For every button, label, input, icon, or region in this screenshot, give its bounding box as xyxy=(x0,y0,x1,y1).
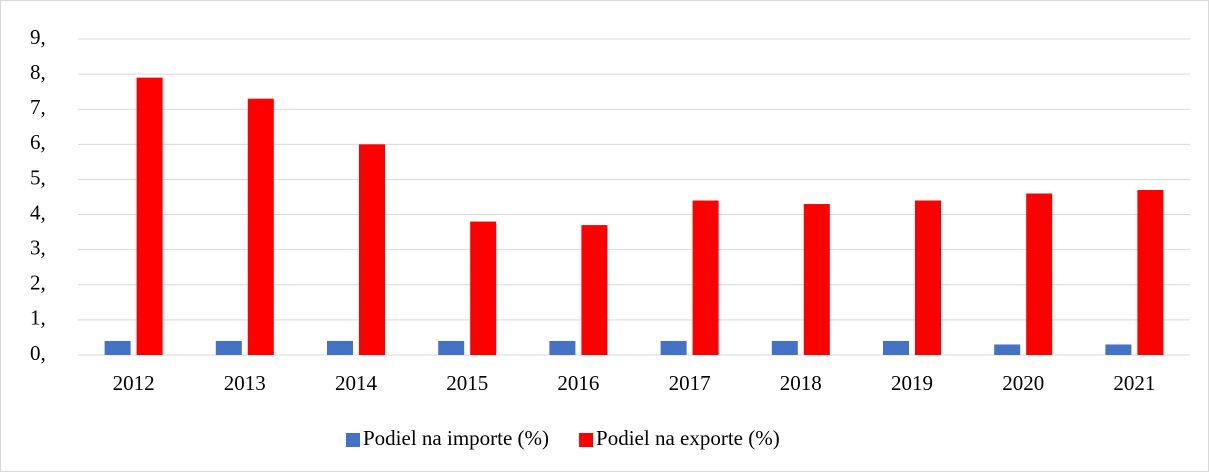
legend-label: Podiel na importe (%) xyxy=(363,426,549,450)
bar xyxy=(327,340,353,355)
x-tick-label: 2020 xyxy=(1002,371,1044,395)
y-tick-label: 1, xyxy=(30,306,46,330)
bar xyxy=(247,98,274,355)
x-tick-label: 2012 xyxy=(113,371,155,395)
y-tick-label: 2, xyxy=(30,271,46,295)
bar xyxy=(1137,189,1164,355)
bar xyxy=(1026,193,1053,355)
bar xyxy=(359,144,385,355)
y-tick-label: 7, xyxy=(30,95,46,119)
y-tick-label: 4, xyxy=(30,200,46,224)
x-tick-label: 2018 xyxy=(780,371,822,395)
bar xyxy=(771,340,798,355)
bar xyxy=(803,204,830,355)
legend-label: Podiel na exporte (%) xyxy=(596,426,780,450)
bar xyxy=(692,200,719,355)
y-tick-label: 0, xyxy=(30,341,46,365)
bar xyxy=(470,221,497,355)
bar xyxy=(660,340,687,355)
bar xyxy=(549,340,576,355)
y-tick-label: 5, xyxy=(30,165,46,189)
x-tick-label: 2015 xyxy=(446,371,488,395)
y-tick-label: 6, xyxy=(30,130,46,154)
bar xyxy=(994,344,1021,355)
bar xyxy=(104,340,131,355)
bar xyxy=(883,340,909,355)
x-tick-label: 2014 xyxy=(335,371,378,395)
bar xyxy=(438,340,465,355)
x-tick-label: 2017 xyxy=(669,371,711,395)
x-tick-label: 2021 xyxy=(1113,371,1155,395)
x-tick-label: 2016 xyxy=(557,371,599,395)
legend-swatch xyxy=(579,433,594,447)
y-tick-label: 3, xyxy=(30,235,46,259)
bar xyxy=(215,340,242,355)
legend-swatch xyxy=(346,433,360,447)
bar xyxy=(1105,344,1132,355)
x-tick-label: 2013 xyxy=(224,371,266,395)
bar xyxy=(136,77,163,355)
y-tick-label: 9, xyxy=(30,25,46,49)
bar xyxy=(915,200,941,355)
x-tick-label: 2019 xyxy=(891,371,933,395)
bar xyxy=(581,225,608,355)
y-tick-label: 8, xyxy=(30,60,46,84)
